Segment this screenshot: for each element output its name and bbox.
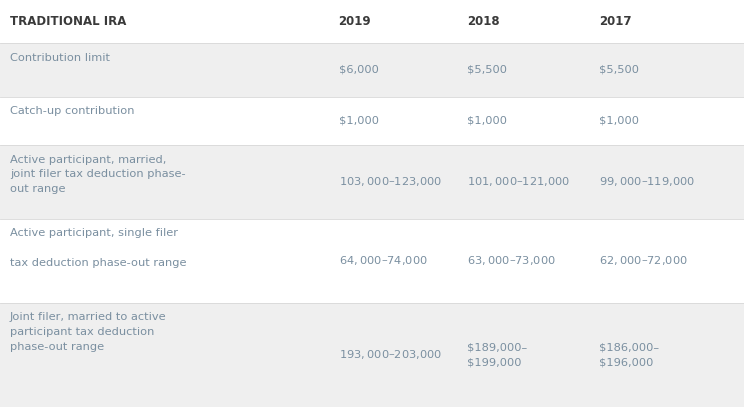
Text: phase-out range: phase-out range	[10, 341, 104, 352]
Text: $1,000: $1,000	[467, 116, 507, 126]
Text: $186,000–: $186,000–	[599, 343, 659, 352]
Text: Contribution limit: Contribution limit	[10, 53, 109, 63]
Bar	[0, 0, 744, 43]
Bar	[0, 303, 744, 407]
Text: TRADITIONAL IRA: TRADITIONAL IRA	[10, 15, 126, 28]
Text: Active participant, married,: Active participant, married,	[10, 155, 166, 165]
Bar	[0, 96, 744, 145]
Text: Joint filer, married to active: Joint filer, married to active	[10, 312, 167, 322]
Text: $62,000–$72,000: $62,000–$72,000	[599, 254, 687, 267]
Text: $199,000: $199,000	[467, 357, 522, 367]
Text: 2019: 2019	[339, 15, 371, 28]
Text: $189,000–: $189,000–	[467, 343, 527, 352]
Text: $1,000: $1,000	[339, 116, 379, 126]
Text: Catch-up contribution: Catch-up contribution	[10, 106, 134, 116]
Text: 2017: 2017	[599, 15, 632, 28]
Text: 2018: 2018	[467, 15, 500, 28]
Text: joint filer tax deduction phase-: joint filer tax deduction phase-	[10, 169, 185, 179]
Text: $1,000: $1,000	[599, 116, 639, 126]
Bar	[0, 43, 744, 96]
Text: $64,000–$74,000: $64,000–$74,000	[339, 254, 427, 267]
Bar	[0, 219, 744, 303]
Bar	[0, 145, 744, 219]
Text: participant tax deduction: participant tax deduction	[10, 327, 154, 337]
Text: $99,000–$119,000: $99,000–$119,000	[599, 175, 695, 188]
Text: $103,000–$123,000: $103,000–$123,000	[339, 175, 442, 188]
Text: $63,000–$73,000: $63,000–$73,000	[467, 254, 556, 267]
Text: $5,500: $5,500	[599, 65, 639, 75]
Text: tax deduction phase-out range: tax deduction phase-out range	[10, 258, 186, 268]
Text: out range: out range	[10, 184, 65, 194]
Text: Active participant, single filer: Active participant, single filer	[10, 228, 178, 239]
Text: $196,000: $196,000	[599, 357, 653, 367]
Text: $6,000: $6,000	[339, 65, 379, 75]
Text: $193,000–$203,000: $193,000–$203,000	[339, 348, 442, 361]
Text: $5,500: $5,500	[467, 65, 507, 75]
Text: $101,000–$121,000: $101,000–$121,000	[467, 175, 571, 188]
